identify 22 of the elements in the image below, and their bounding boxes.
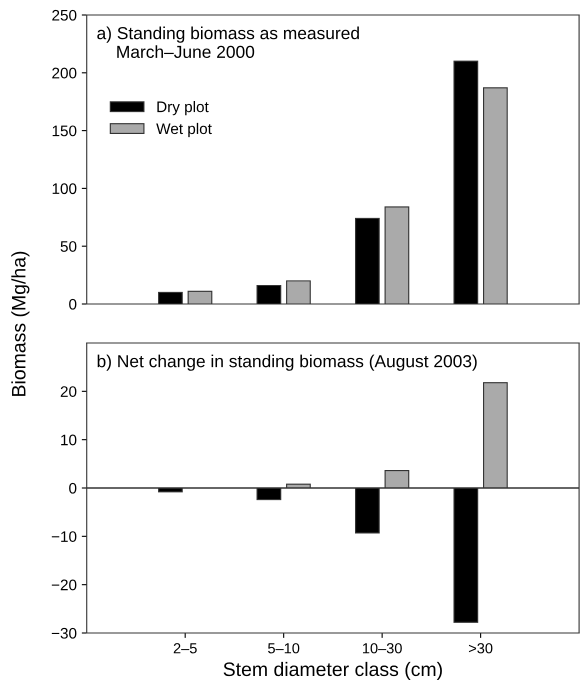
y-tick-label: 50 xyxy=(60,241,76,252)
text: a) Standing biomass as measured March–June 2000 xyxy=(97,26,359,58)
y-tick-label: 150 xyxy=(52,125,76,136)
y-tick-label: 250 xyxy=(52,10,76,21)
y-tick-label: −10 xyxy=(52,531,76,542)
y-tick-label: 200 xyxy=(52,68,76,78)
y-axis-title: Biomass (Mg/ha) xyxy=(11,252,30,396)
y-tick-label: 20 xyxy=(60,386,76,398)
x-tick-label: >30 xyxy=(468,643,492,654)
x-tick-label: 10–30 xyxy=(362,643,402,654)
y-tick-label: 0 xyxy=(69,298,76,310)
legend-label: Dry plot xyxy=(157,101,209,116)
y-tick-label: 100 xyxy=(52,183,76,194)
x-axis-title: Stem diameter class (cm) xyxy=(224,662,442,680)
y-tick-label: −30 xyxy=(52,628,76,639)
y-tick-label: 0 xyxy=(69,482,76,494)
x-tick-label: 5–10 xyxy=(268,643,300,654)
x-tick-label: 2–5 xyxy=(174,643,197,654)
text: b) Net change in standing biomass (August 2003) xyxy=(98,354,477,371)
legend-label: Wet plot xyxy=(156,122,212,138)
y-tick-label: −20 xyxy=(52,580,76,590)
y-tick-label: 10 xyxy=(61,434,76,446)
